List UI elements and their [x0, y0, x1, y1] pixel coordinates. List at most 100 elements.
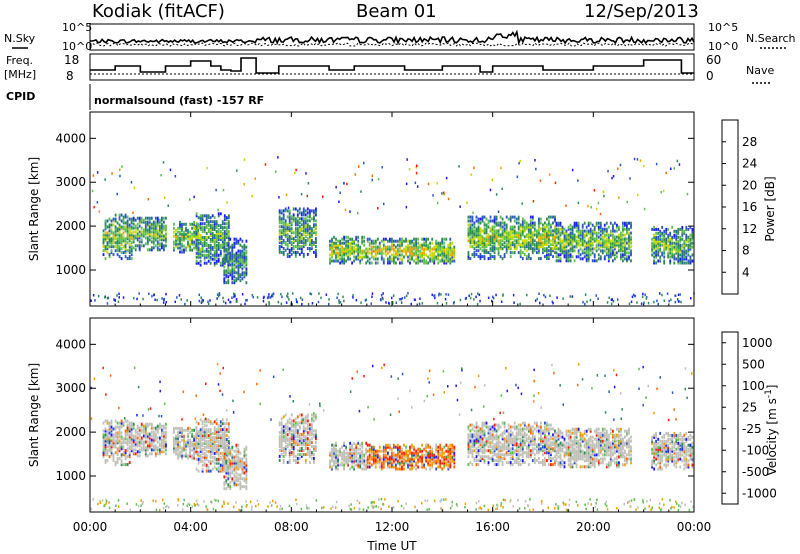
power-cell	[433, 245, 436, 249]
power-cell	[628, 239, 630, 243]
power-cell	[128, 223, 131, 227]
power-cell	[612, 233, 614, 237]
power-cell	[573, 237, 576, 241]
power-cell	[563, 255, 566, 259]
power-cell	[290, 247, 293, 250]
power-cell	[618, 237, 620, 241]
velocity-cell	[363, 463, 366, 467]
power-cell	[556, 296, 558, 299]
velocity-cell	[195, 447, 198, 451]
power-cell	[241, 239, 244, 243]
velocity-cell	[120, 425, 123, 429]
velocity-cell	[130, 447, 133, 451]
power-cell	[535, 167, 537, 171]
velocity-cell	[223, 422, 226, 426]
velocity-cell	[201, 449, 204, 453]
power-cell	[501, 247, 504, 251]
power-cell	[655, 255, 657, 259]
velocity-cell	[225, 422, 228, 426]
velocity-cell	[343, 459, 345, 463]
velocity-cell	[165, 434, 167, 438]
power-cell	[571, 295, 574, 298]
power-cell	[211, 220, 214, 224]
velocity-cell	[183, 434, 185, 438]
power-cell	[491, 178, 493, 182]
velocity-cell	[313, 458, 315, 462]
velocity-cell	[106, 451, 109, 455]
power-cell	[679, 259, 682, 263]
power-cell	[380, 249, 383, 253]
velocity-cell	[284, 431, 287, 435]
velocity-cell	[223, 461, 226, 465]
power-cell	[503, 235, 506, 239]
power-cell	[503, 227, 506, 231]
power-cell	[311, 233, 313, 237]
velocity-cell	[300, 433, 303, 437]
power-cell	[197, 216, 200, 220]
power-cell	[233, 279, 236, 283]
velocity-cell	[159, 444, 161, 448]
velocity-cell	[235, 445, 238, 449]
power-cell	[531, 239, 534, 243]
velocity-cell	[361, 453, 364, 457]
velocity-cell	[302, 449, 305, 452]
power-cell	[395, 261, 397, 265]
power-cell	[282, 229, 285, 233]
power-cell	[217, 238, 220, 241]
power-cell	[489, 235, 492, 239]
power-cell	[306, 227, 309, 231]
power-cell	[503, 245, 506, 249]
power-cell	[161, 226, 163, 230]
power-cell	[341, 259, 343, 263]
power-cell	[467, 229, 470, 233]
power-cell	[499, 247, 502, 251]
velocity-cell	[122, 421, 125, 425]
power-cell	[499, 215, 502, 219]
velocity-cell	[304, 447, 307, 450]
power-cell	[453, 249, 456, 253]
velocity-cell	[329, 451, 331, 455]
velocity-cell	[136, 430, 139, 434]
power-cell	[150, 236, 153, 240]
velocity-cell	[225, 434, 228, 438]
velocity-cell	[130, 427, 133, 431]
power-cell	[201, 228, 204, 232]
power-cell	[660, 190, 662, 194]
power-cell	[181, 226, 183, 230]
velocity-cell	[233, 467, 236, 471]
velocity-cell	[205, 453, 208, 457]
power-cell	[429, 247, 431, 251]
velocity-cell	[161, 432, 163, 436]
power-cell	[583, 245, 586, 249]
power-cell	[347, 235, 349, 239]
power-cell	[140, 234, 143, 238]
power-cell	[309, 219, 311, 223]
power-cell	[205, 241, 208, 245]
power-cell	[405, 249, 407, 253]
power-cell	[519, 302, 521, 306]
power-cell	[663, 235, 666, 239]
velocity-cell	[132, 422, 135, 426]
velocity-cell	[128, 427, 131, 431]
velocity-cell	[223, 451, 226, 455]
power-cell	[431, 293, 433, 297]
nave-tick-high: 60	[706, 53, 721, 67]
power-cell	[534, 299, 537, 302]
velocity-cell	[183, 436, 185, 440]
velocity-cell	[237, 483, 240, 487]
power-cell	[571, 245, 574, 249]
power-cell	[122, 239, 125, 243]
power-cell	[217, 208, 219, 212]
power-cell	[544, 295, 547, 299]
power-cell	[597, 201, 600, 205]
velocity-cell	[161, 442, 163, 446]
power-cell	[559, 257, 562, 261]
power-cell	[421, 247, 423, 251]
power-cell	[579, 257, 582, 261]
velocity-cell	[213, 428, 216, 432]
power-cell	[130, 219, 133, 223]
velocity-cell	[130, 421, 133, 425]
velocity-cell	[110, 433, 113, 437]
velocity-cell	[130, 429, 133, 433]
power-cell	[453, 253, 456, 257]
